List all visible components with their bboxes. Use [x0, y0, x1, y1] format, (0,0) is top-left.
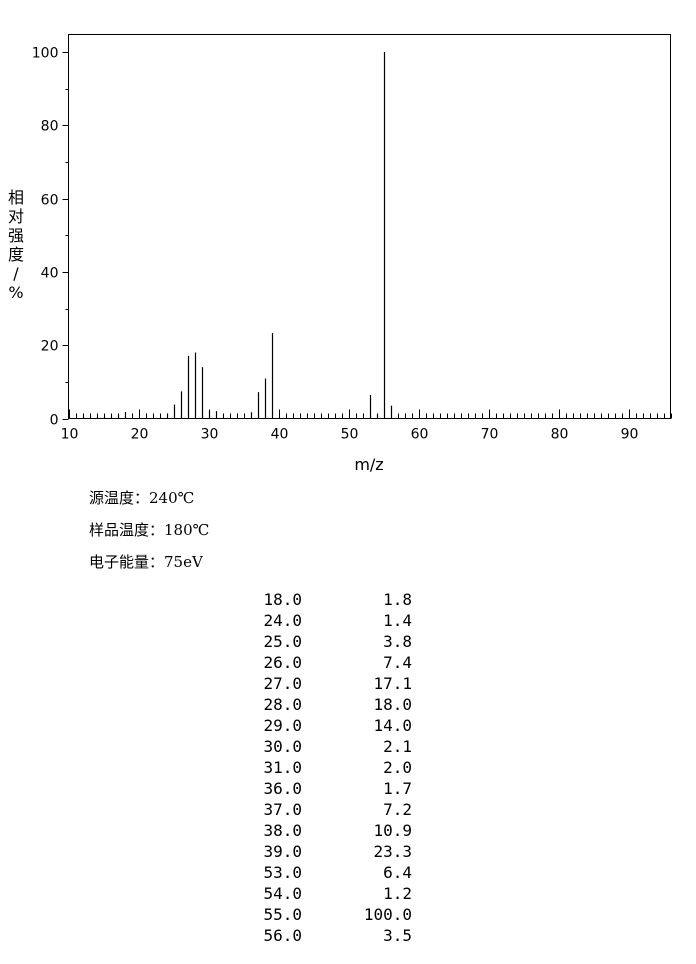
peak-abundance: 7.4 — [383, 653, 412, 672]
peak-mz: 39.0 — [263, 842, 302, 861]
peak-abundance: 7.2 — [383, 800, 412, 819]
x-tick-label: 20 — [131, 427, 149, 443]
peak-abundance: 6.4 — [383, 863, 412, 882]
peak-abundance: 23.3 — [373, 842, 412, 861]
y-tick-label: 100 — [32, 46, 59, 62]
x-tick-label: 70 — [481, 427, 499, 443]
peak-mz: 54.0 — [263, 884, 302, 903]
peak-abundance: 100.0 — [363, 905, 412, 924]
mass-spectrum-chart: 10 20 30 40 50 60 70 80 90 0 20 40 60 80 100 m/z — [32, 34, 672, 474]
x-tick-label: 10 — [61, 427, 79, 443]
peak-mz: 31.0 — [263, 758, 302, 777]
peak-row: 54.0 1.2 — [250, 883, 412, 904]
x-axis-label: m/z — [354, 455, 383, 474]
spectrum-bars — [82, 52, 393, 419]
peak-mz: 36.0 — [263, 779, 302, 798]
peak-mz: 28.0 — [263, 695, 302, 714]
peak-abundance: 2.0 — [383, 758, 412, 777]
peak-row: 56.0 3.5 — [250, 925, 412, 946]
peak-mz: 18.0 — [263, 590, 302, 609]
peak-abundance: 2.1 — [383, 737, 412, 756]
peak-row: 53.0 6.4 — [250, 862, 412, 883]
condition-line: 电子能量：75eV — [89, 551, 203, 572]
x-tick-label: 60 — [411, 427, 429, 443]
peak-mz: 53.0 — [263, 863, 302, 882]
peak-row: 55.0 100.0 — [250, 904, 412, 925]
x-tick-label: 40 — [271, 427, 289, 443]
y-tick-label: 0 — [50, 413, 59, 429]
peak-abundance: 1.7 — [383, 779, 412, 798]
peak-mz: 29.0 — [263, 716, 302, 735]
peak-abundance: 18.0 — [373, 695, 412, 714]
x-tick-label: 30 — [201, 427, 219, 443]
peak-row: 39.0 23.3 — [250, 841, 412, 862]
condition-line: 源温度：240℃ — [89, 487, 194, 508]
peak-abundance: 3.8 — [383, 632, 412, 651]
condition-line: 样品温度：180℃ — [89, 519, 209, 540]
peak-mz: 55.0 — [263, 905, 302, 924]
peak-row: 18.0 1.8 — [250, 589, 412, 610]
peak-row: 31.0 2.0 — [250, 757, 412, 778]
peak-mz: 24.0 — [263, 611, 302, 630]
condition-label: 源温度： — [89, 489, 150, 507]
condition-value: 75eV — [164, 553, 203, 571]
y-axis-ticks: 0 20 40 60 80 100 — [32, 46, 69, 429]
peak-row: 36.0 1.7 — [250, 778, 412, 799]
peak-abundance: 17.1 — [373, 674, 412, 693]
peak-abundance: 14.0 — [373, 716, 412, 735]
condition-label: 样品温度： — [89, 521, 165, 539]
peak-table: 18.0 1.8 24.0 1.4 25.0 3.8 26.0 7.4 27.0 17.1 28.0… — [250, 589, 412, 946]
y-tick-label: 20 — [41, 339, 59, 355]
peak-row: 28.0 18.0 — [250, 694, 412, 715]
condition-value: 180℃ — [164, 521, 210, 539]
peak-mz: 27.0 — [263, 674, 302, 693]
peak-row: 24.0 1.4 — [250, 610, 412, 631]
peak-row: 30.0 2.1 — [250, 736, 412, 757]
peak-abundance: 1.8 — [383, 590, 412, 609]
peak-mz: 25.0 — [263, 632, 302, 651]
peak-mz: 38.0 — [263, 821, 302, 840]
peak-mz: 37.0 — [263, 800, 302, 819]
y-tick-label: 60 — [41, 193, 59, 209]
plot-frame — [68, 34, 671, 419]
peak-abundance: 1.2 — [383, 884, 412, 903]
x-axis-ticks: 10 20 30 40 50 60 70 80 90 — [61, 409, 672, 443]
y-tick-label: 80 — [41, 119, 59, 135]
x-tick-label: 90 — [621, 427, 639, 443]
x-tick-label: 50 — [341, 427, 359, 443]
y-tick-label: 40 — [41, 266, 59, 282]
peak-row: 29.0 14.0 — [250, 715, 412, 736]
peak-abundance: 10.9 — [373, 821, 412, 840]
peak-abundance: 1.4 — [383, 611, 412, 630]
peak-row: 38.0 10.9 — [250, 820, 412, 841]
peak-mz: 30.0 — [263, 737, 302, 756]
condition-value: 240℃ — [149, 489, 195, 507]
peak-abundance: 3.5 — [383, 926, 412, 945]
peak-row: 26.0 7.4 — [250, 652, 412, 673]
peak-row: 25.0 3.8 — [250, 631, 412, 652]
peak-mz: 56.0 — [263, 926, 302, 945]
peak-row: 37.0 7.2 — [250, 799, 412, 820]
y-axis-label: 相对强度 /% — [7, 188, 24, 302]
condition-label: 电子能量： — [89, 553, 165, 571]
x-tick-label: 80 — [551, 427, 569, 443]
peak-mz: 26.0 — [263, 653, 302, 672]
peak-row: 27.0 17.1 — [250, 673, 412, 694]
